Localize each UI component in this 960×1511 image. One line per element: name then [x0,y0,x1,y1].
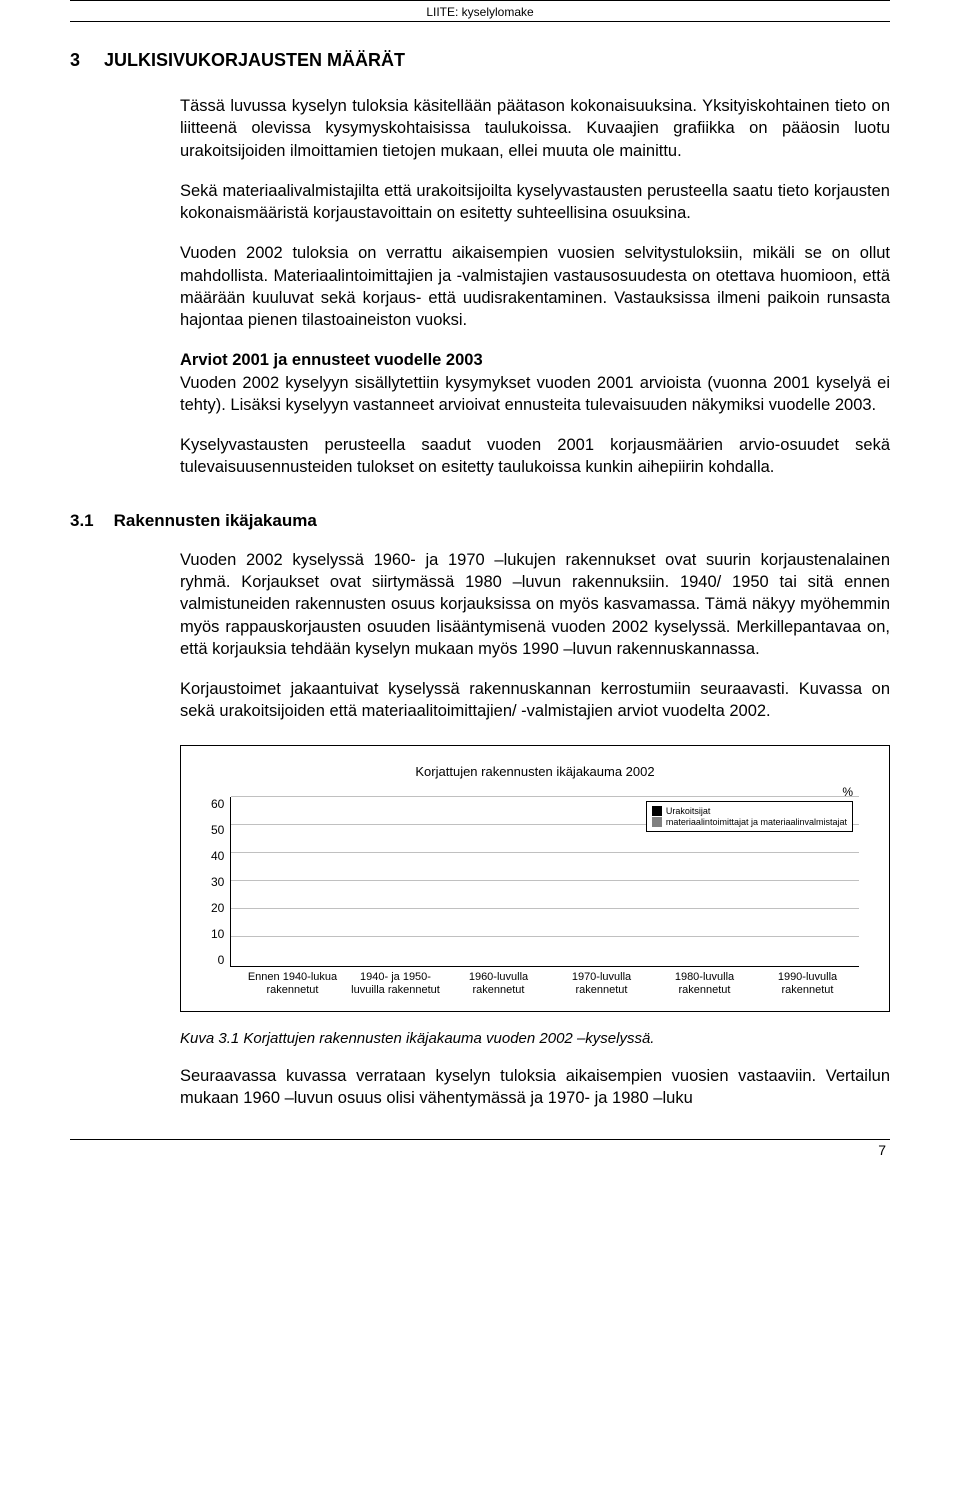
y-tick: 10 [211,927,224,941]
bar-chart: Korjattujen rakennusten ikäjakauma 2002 … [180,745,890,1012]
y-tick: 60 [211,797,224,811]
y-tick: 50 [211,823,224,837]
paragraph: Tässä luvussa kyselyn tuloksia käsitellä… [180,95,890,162]
paragraph: Seuraavassa kuvassa verrataan kyselyn tu… [180,1065,890,1110]
x-tick-label: 1990-luvulla rakennetut [763,971,853,997]
chart-plot: Urakoitsijatmateriaalintoimittajat ja ma… [230,797,859,967]
caption-text: Korjattujen rakennusten ikäjakauma vuode… [239,1030,654,1047]
x-tick-label: 1940- ja 1950-luvuilla rakennetut [351,971,441,997]
section-heading: 3 JULKISIVUKORJAUSTEN MÄÄRÄT [70,50,890,71]
y-tick: 40 [211,849,224,863]
x-tick-label: Ennen 1940-lukua rakennetut [248,971,338,997]
subsection-number: 3.1 [70,511,94,531]
paragraph: Vuoden 2002 kyselyssä 1960- ja 1970 –luk… [180,549,890,660]
y-tick: 20 [211,901,224,915]
page-number: 7 [70,1140,890,1158]
paragraph: Sekä materiaalivalmistajilta että urakoi… [180,180,890,225]
x-tick-label: 1970-luvulla rakennetut [557,971,647,997]
inline-heading: Arviot 2001 ja ennusteet vuodelle 2003 [180,351,483,369]
paragraph-text: Vuoden 2002 kyselyyn sisällytettiin kysy… [180,374,890,414]
subsection-heading: 3.1 Rakennusten ikäjakauma [70,511,890,531]
paragraph: Vuoden 2002 tuloksia on verrattu aikaise… [180,242,890,331]
caption-label: Kuva 3.1 [180,1030,239,1047]
y-axis: 60 50 40 30 20 10 0 [211,797,230,967]
x-tick-label: 1960-luvulla rakennetut [454,971,544,997]
x-axis: Ennen 1940-lukua rakennetut 1940- ja 1950… [241,971,859,997]
section-number: 3 [70,50,80,71]
page-header: LIITE: kyselylomake [70,1,890,21]
chart-title: Korjattujen rakennusten ikäjakauma 2002 [211,764,859,779]
section-title: JULKISIVUKORJAUSTEN MÄÄRÄT [104,50,405,71]
paragraph: Korjaustoimet jakaantuivat kyselyssä rak… [180,678,890,723]
y-tick: 30 [211,875,224,889]
x-tick-label: 1980-luvulla rakennetut [660,971,750,997]
figure-caption: Kuva 3.1 Korjattujen rakennusten ikäjaka… [180,1030,890,1047]
y-tick: 0 [218,953,225,967]
subsection-title: Rakennusten ikäjakauma [114,511,317,531]
paragraph: Arviot 2001 ja ennusteet vuodelle 2003 V… [180,349,890,416]
paragraph: Kyselyvastausten perusteella saadut vuod… [180,434,890,479]
